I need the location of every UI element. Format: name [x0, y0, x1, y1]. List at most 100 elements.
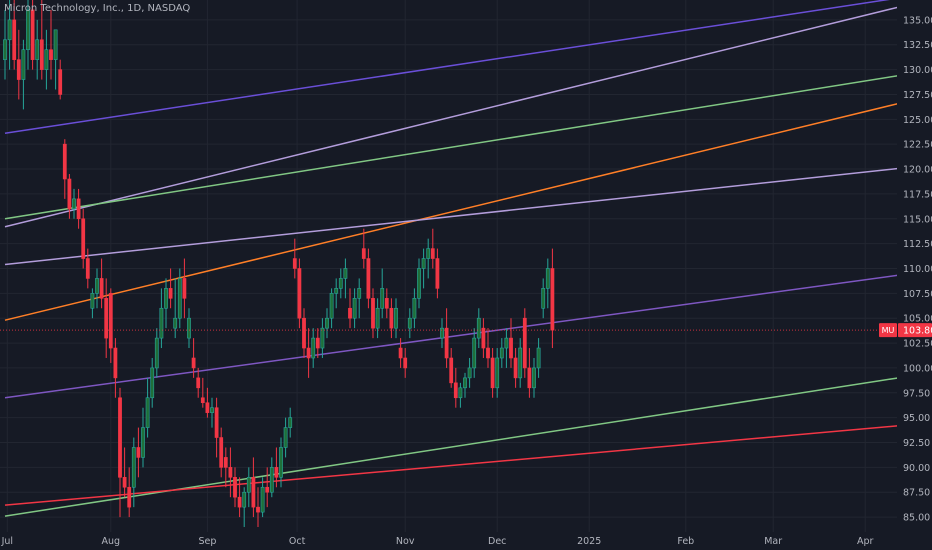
- candle-body: [90, 293, 95, 309]
- candle: [545, 258, 550, 309]
- candle: [12, 0, 17, 70]
- candle: [417, 258, 421, 309]
- candle: [384, 288, 389, 319]
- candle-body: [131, 447, 136, 488]
- candle-body: [159, 307, 164, 339]
- candle: [118, 387, 122, 518]
- candle-body: [154, 337, 159, 369]
- candle: [26, 0, 30, 70]
- candle: [412, 288, 417, 329]
- candle: [338, 268, 343, 299]
- candle-body: [315, 337, 320, 349]
- y-tick-label: 105.00: [903, 314, 932, 325]
- candles: [3, 0, 555, 528]
- y-tick-label: 100.00: [903, 363, 932, 374]
- candle-body: [338, 278, 343, 289]
- candle: [99, 258, 104, 309]
- candle: [210, 397, 214, 428]
- x-tick-label: 2025: [577, 536, 601, 547]
- candle-body: [113, 347, 118, 379]
- candle-body: [541, 288, 546, 309]
- candle: [265, 467, 270, 508]
- candle-body: [191, 357, 196, 369]
- x-tick-label: Feb: [677, 536, 694, 547]
- candle: [440, 318, 444, 349]
- candle: [182, 258, 187, 319]
- symbol-tag: [879, 323, 897, 338]
- candle-body: [306, 347, 311, 359]
- candle: [444, 308, 449, 368]
- candle: [288, 407, 293, 438]
- candle-body: [95, 278, 99, 294]
- candle-body: [320, 327, 325, 349]
- trendline: [4, 377, 897, 517]
- candle: [518, 338, 523, 388]
- candle-body: [509, 337, 513, 359]
- candle: [122, 447, 127, 498]
- candle: [44, 29, 49, 90]
- candle: [541, 278, 546, 319]
- candle-body: [274, 467, 279, 478]
- candle-body: [375, 307, 380, 329]
- candle: [504, 328, 509, 368]
- candle: [39, 0, 44, 80]
- candle-body: [343, 268, 348, 279]
- candle-body: [348, 307, 352, 319]
- candle-body: [104, 298, 109, 339]
- candle-body: [72, 198, 76, 210]
- candle-body: [256, 506, 260, 513]
- candle: [58, 59, 63, 100]
- candle-body: [196, 377, 201, 389]
- candle: [246, 467, 251, 508]
- trendline: [4, 0, 890, 134]
- candle-body: [76, 198, 81, 220]
- candle-body: [334, 288, 339, 294]
- candle-body: [122, 477, 127, 488]
- candle: [173, 278, 178, 339]
- y-tick-label: 95.00: [903, 413, 930, 424]
- candle: [463, 372, 467, 398]
- candle: [191, 338, 196, 378]
- candle-body: [251, 477, 256, 508]
- candle-body: [499, 347, 504, 359]
- y-tick-label: 120.00: [903, 165, 932, 176]
- candle: [394, 298, 398, 339]
- candle: [164, 278, 168, 329]
- candle-body: [417, 268, 421, 299]
- candle: [527, 348, 532, 398]
- candle-body: [412, 298, 417, 319]
- candle: [104, 278, 109, 358]
- candle: [449, 348, 454, 388]
- candle: [320, 318, 325, 358]
- candle-body: [490, 357, 495, 389]
- candle-body: [260, 486, 265, 513]
- candle-body: [237, 496, 242, 508]
- candle-body: [384, 298, 389, 309]
- candle: [242, 487, 247, 528]
- candle-body: [108, 293, 113, 349]
- candle: [81, 208, 86, 269]
- candle: [481, 318, 486, 358]
- trendlines: [4, 0, 897, 517]
- y-tick-label: 85.00: [903, 513, 930, 524]
- candle: [297, 258, 302, 329]
- candle: [348, 288, 352, 329]
- candle-body: [118, 397, 122, 478]
- candle-body: [127, 486, 132, 508]
- candle: [159, 288, 164, 349]
- candle: [30, 0, 35, 70]
- candle: [361, 228, 366, 269]
- candle: [329, 288, 334, 329]
- candle-body: [430, 248, 435, 259]
- candle: [407, 308, 412, 339]
- y-tick-label: 97.50: [903, 388, 930, 399]
- trendline: [4, 103, 897, 321]
- candle: [366, 248, 371, 309]
- candle-body: [550, 268, 555, 331]
- candle-body: [223, 457, 228, 468]
- candle-body: [85, 258, 90, 279]
- x-tick-label: Dec: [488, 536, 506, 547]
- candle-body: [265, 486, 270, 493]
- candle: [177, 268, 182, 329]
